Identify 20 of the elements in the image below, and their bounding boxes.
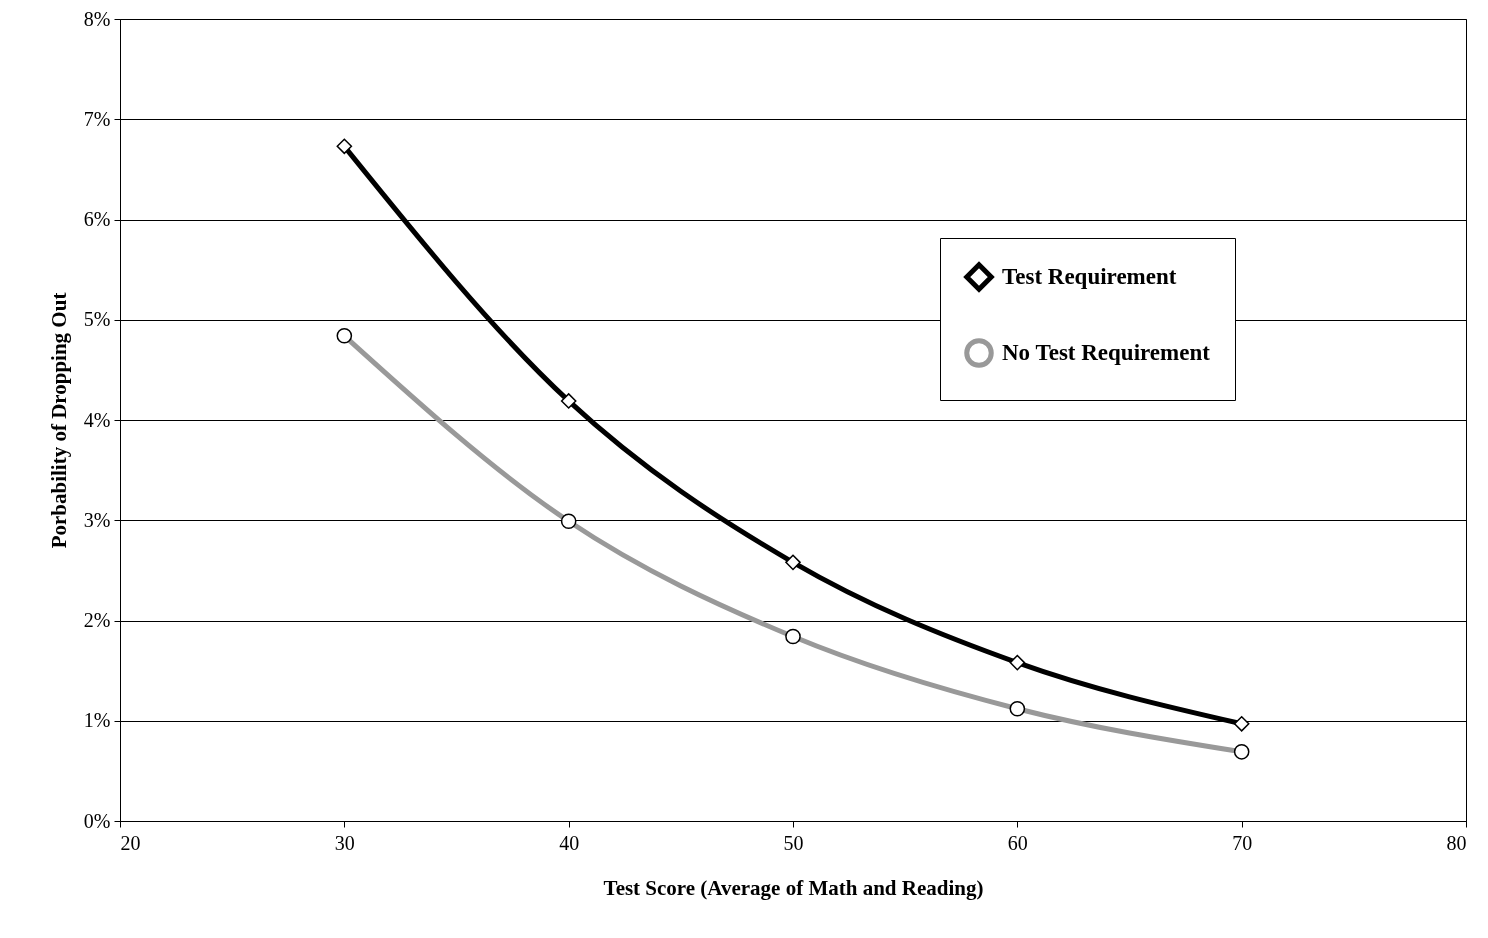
- y-tick-label: 3%: [83, 508, 111, 531]
- x-tick-label: 80: [1446, 831, 1467, 854]
- y-tick-label: 2%: [83, 609, 111, 631]
- x-tick-label: 30: [334, 831, 355, 854]
- x-tick-label: 70: [1232, 831, 1253, 854]
- legend-label: No Test Requirement: [1002, 340, 1211, 365]
- x-tick-label: 40: [559, 831, 580, 854]
- x-axis-title: Test Score (Average of Math and Reading): [603, 875, 984, 900]
- y-tick-label: 5%: [83, 308, 111, 331]
- x-tick-label: 60: [1007, 831, 1028, 854]
- x-tick-label: 50: [783, 831, 804, 854]
- y-tick-label: 1%: [83, 709, 111, 732]
- y-tick-label: 7%: [83, 107, 111, 130]
- y-tick-label: 8%: [83, 7, 111, 30]
- y-tick-label: 4%: [83, 408, 111, 431]
- y-tick-label: 0%: [83, 809, 111, 832]
- y-axis-title: Porbability of Dropping Out: [46, 292, 71, 549]
- legend-label: Test Requirement: [1002, 264, 1177, 289]
- x-tick-label: 20: [120, 831, 141, 854]
- y-tick-label: 6%: [83, 208, 111, 230]
